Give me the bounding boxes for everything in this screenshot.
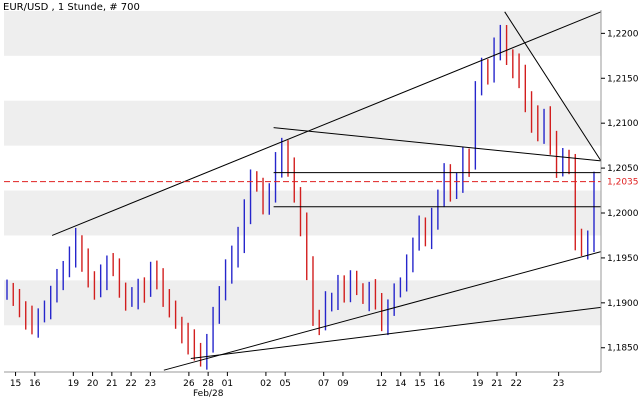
grid-band — [4, 190, 601, 236]
y-tick-label: 1,2050 — [607, 164, 639, 174]
grid-bands — [4, 10, 601, 326]
y-tick-label: 1,2000 — [607, 209, 639, 219]
current-price-label: 1,2035 — [607, 178, 639, 188]
x-tick-label: 28 — [202, 379, 214, 389]
x-tick-label: 09 — [337, 379, 349, 389]
y-tick-label: 1,2150 — [607, 74, 639, 84]
y-tick-label: 1,2100 — [607, 119, 639, 129]
x-tick-label: 14 — [395, 379, 407, 389]
chart-title: EUR/USD , 1 Stunde, # 700 — [3, 2, 140, 13]
x-tick-label: 21 — [106, 379, 117, 389]
x-axis-ticks: 15 16 19 20 21 22 23 26 28 01 02 05 07 09 12 14 15 16 19 21… — [10, 372, 564, 389]
y-tick-label: 1,1950 — [607, 254, 639, 264]
x-tick-label: 15 — [10, 379, 21, 389]
grid-band — [4, 280, 601, 326]
x-tick-label: 05 — [279, 379, 290, 389]
x-tick-label: 26 — [183, 379, 195, 389]
resistance-line — [51, 11, 602, 236]
chart-axes — [4, 10, 602, 373]
y-tick-label: 1,1850 — [607, 344, 639, 354]
support-line — [190, 306, 602, 360]
x-tick-label: 02 — [260, 379, 271, 389]
x-tick-label: 07 — [318, 379, 329, 389]
x-tick-label: 23 — [553, 379, 564, 389]
x-tick-label: 22 — [125, 379, 136, 389]
grid-band — [4, 10, 601, 56]
x-tick-label: 16 — [434, 379, 446, 389]
x-tick-label: 19 — [68, 379, 80, 389]
y-tick-label: 1,1900 — [607, 299, 639, 309]
x-axis-month-label: Feb/28 — [193, 389, 224, 399]
x-tick-label: 15 — [414, 379, 425, 389]
y-axis-ticks: 1,2200 1,2150 1,2100 1,2050 1,2000 1,1950 1,19… — [601, 29, 639, 354]
price-candles — [6, 24, 595, 370]
x-tick-label: 01 — [222, 379, 233, 389]
y-tick-label: 1,2200 — [607, 29, 639, 39]
trendlines — [51, 11, 602, 371]
x-tick-label: 20 — [87, 379, 99, 389]
x-tick-label: 19 — [472, 379, 484, 389]
x-tick-label: 12 — [376, 379, 387, 389]
x-tick-label: 21 — [491, 379, 502, 389]
x-tick-label: 16 — [29, 379, 41, 389]
support-line — [163, 251, 602, 371]
resistance-line — [504, 11, 602, 162]
grid-band — [4, 100, 601, 146]
x-tick-label: 23 — [145, 379, 156, 389]
resistance-line — [273, 127, 602, 162]
x-tick-label: 22 — [511, 379, 522, 389]
